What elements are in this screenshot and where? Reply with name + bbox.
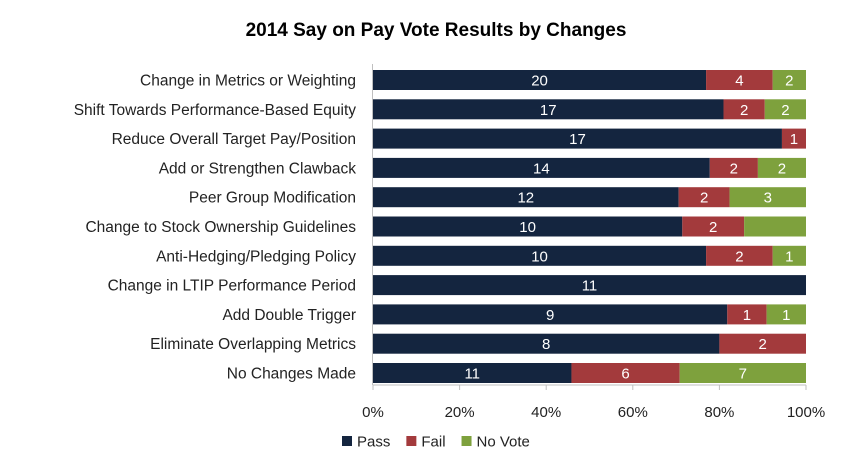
bar-no-vote-peer-group-modification bbox=[729, 187, 806, 208]
bar-fail-shift-towards-performance-based-equity bbox=[723, 99, 765, 120]
bar-pass-anti-hedging-pledging-policy bbox=[373, 245, 707, 266]
legend-label-pass: Pass bbox=[357, 434, 390, 451]
bar-fail-change-to-stock-ownership-guidelines bbox=[682, 216, 745, 237]
bar-pass-reduce-overall-target-pay-position bbox=[373, 128, 782, 149]
bar-no-vote-add-double-trigger bbox=[766, 304, 806, 325]
data-label-pass-reduce-overall-target-pay-position: 17 bbox=[569, 131, 586, 148]
bar-fail-anti-hedging-pledging-policy bbox=[706, 245, 773, 266]
category-label-add-double-trigger: Add Double Trigger bbox=[222, 307, 356, 324]
category-labels: Change in Metrics or Weighting Shift Towa… bbox=[74, 73, 357, 383]
bar-no-vote-anti-hedging-pledging-policy bbox=[772, 245, 806, 266]
data-label-no-vote-shift-towards-performance-based-equity: 2 bbox=[781, 102, 789, 119]
legend-swatch-no-vote bbox=[461, 436, 472, 446]
legend-swatch-fail bbox=[406, 436, 417, 446]
data-label-no-vote-no-changes-made: 7 bbox=[739, 366, 747, 383]
bar-pass-change-in-metrics-or-weighting bbox=[373, 70, 707, 90]
chart-title: 2014 Say on Pay Vote Results by Changes bbox=[246, 20, 627, 41]
data-label-fail-change-to-stock-ownership-guidelines: 2 bbox=[709, 219, 717, 236]
data-label-no-vote-peer-group-modification: 3 bbox=[764, 190, 772, 207]
bar-no-vote-change-in-metrics-or-weighting bbox=[772, 70, 806, 90]
category-label-change-to-stock-ownership-guidelines: Change to Stock Ownership Guidelines bbox=[85, 219, 356, 236]
category-label-reduce-overall-target-pay-position: Reduce Overall Target Pay/Position bbox=[112, 131, 356, 148]
data-label-fail-anti-hedging-pledging-policy: 2 bbox=[735, 248, 743, 265]
data-label-pass-change-in-ltip-performance-period: 11 bbox=[582, 278, 598, 295]
data-label-fail-change-in-metrics-or-weighting: 4 bbox=[735, 73, 743, 90]
data-label-no-vote-add-double-trigger: 1 bbox=[782, 307, 790, 324]
bar-fail-add-double-trigger bbox=[727, 304, 767, 325]
category-label-change-in-ltip-performance-period: Change in LTIP Performance Period bbox=[108, 278, 356, 295]
data-label-fail-shift-towards-performance-based-equity: 2 bbox=[740, 102, 748, 119]
bar-fail-eliminate-overlapping-metrics bbox=[719, 333, 806, 354]
bar-no-vote-no-changes-made bbox=[679, 363, 806, 383]
x-tick-label: 60% bbox=[618, 404, 648, 421]
x-tick-label: 20% bbox=[445, 404, 475, 421]
bar-fail-reduce-overall-target-pay-position bbox=[781, 128, 806, 149]
bar-no-vote-change-to-stock-ownership-guidelines bbox=[744, 216, 806, 237]
bar-pass-eliminate-overlapping-metrics bbox=[373, 333, 720, 354]
bar-no-vote-shift-towards-performance-based-equity bbox=[764, 99, 806, 120]
data-label-no-vote-change-in-metrics-or-weighting: 2 bbox=[785, 73, 793, 90]
data-label-pass-shift-towards-performance-based-equity: 17 bbox=[540, 102, 557, 119]
data-label-pass-change-to-stock-ownership-guidelines: 10 bbox=[519, 219, 536, 236]
x-tick-label: 100% bbox=[787, 404, 825, 421]
legend-label-fail: Fail bbox=[421, 434, 445, 451]
category-label-no-changes-made: No Changes Made bbox=[227, 366, 356, 383]
bar-fail-change-in-metrics-or-weighting bbox=[706, 70, 773, 90]
category-label-peer-group-modification: Peer Group Modification bbox=[189, 190, 356, 207]
data-label-pass-peer-group-modification: 12 bbox=[517, 190, 534, 207]
x-tick-label: 0% bbox=[362, 404, 384, 421]
category-label-change-in-metrics-or-weighting: Change in Metrics or Weighting bbox=[140, 73, 356, 90]
bar-pass-shift-towards-performance-based-equity bbox=[373, 99, 724, 120]
x-tick-label: 40% bbox=[531, 404, 561, 421]
data-label-fail-eliminate-overlapping-metrics: 2 bbox=[759, 336, 767, 353]
data-label-pass-add-or-strengthen-clawback: 14 bbox=[533, 160, 550, 177]
bar-fail-no-changes-made bbox=[571, 363, 680, 383]
data-label-fail-add-or-strengthen-clawback: 2 bbox=[730, 160, 738, 177]
category-label-eliminate-overlapping-metrics: Eliminate Overlapping Metrics bbox=[150, 336, 356, 353]
data-label-pass-anti-hedging-pledging-policy: 10 bbox=[531, 248, 548, 265]
category-label-add-or-strengthen-clawback: Add or Strengthen Clawback bbox=[159, 160, 357, 177]
bar-pass-peer-group-modification bbox=[373, 187, 679, 208]
data-label-fail-no-changes-made: 6 bbox=[621, 366, 629, 383]
x-tick-label: 80% bbox=[704, 404, 734, 421]
legend-label-no-vote: No Vote bbox=[477, 434, 530, 451]
data-label-fail-peer-group-modification: 2 bbox=[700, 190, 708, 207]
bar-fail-add-or-strengthen-clawback bbox=[709, 157, 758, 178]
data-label-pass-add-double-trigger: 9 bbox=[546, 307, 554, 324]
data-label-pass-eliminate-overlapping-metrics: 8 bbox=[542, 336, 550, 353]
data-label-no-vote-anti-hedging-pledging-policy: 1 bbox=[785, 248, 793, 265]
bar-pass-add-or-strengthen-clawback bbox=[373, 157, 710, 178]
bar-pass-no-changes-made bbox=[373, 363, 572, 383]
data-label-pass-no-changes-made: 11 bbox=[464, 366, 480, 383]
category-label-anti-hedging-pledging-policy: Anti-Hedging/Pledging Policy bbox=[156, 248, 356, 265]
legend: Pass Fail No Vote bbox=[342, 434, 530, 451]
category-label-shift-towards-performance-based-equity: Shift Towards Performance-Based Equity bbox=[74, 102, 357, 119]
bar-pass-change-to-stock-ownership-guidelines bbox=[373, 216, 683, 237]
legend-swatch-pass bbox=[342, 436, 352, 446]
data-label-fail-add-double-trigger: 1 bbox=[743, 307, 751, 324]
bar-fail-peer-group-modification bbox=[678, 187, 730, 208]
data-label-no-vote-add-or-strengthen-clawback: 2 bbox=[778, 160, 786, 177]
x-axis: 0% 20% 40% 60% 80% 100% bbox=[362, 64, 825, 421]
bar-pass-add-double-trigger bbox=[373, 304, 728, 325]
bar-no-vote-add-or-strengthen-clawback bbox=[757, 157, 806, 178]
data-label-fail-reduce-overall-target-pay-position: 1 bbox=[790, 131, 798, 148]
data-label-pass-change-in-metrics-or-weighting: 20 bbox=[531, 73, 548, 90]
bar-pass-change-in-ltip-performance-period bbox=[373, 275, 806, 296]
